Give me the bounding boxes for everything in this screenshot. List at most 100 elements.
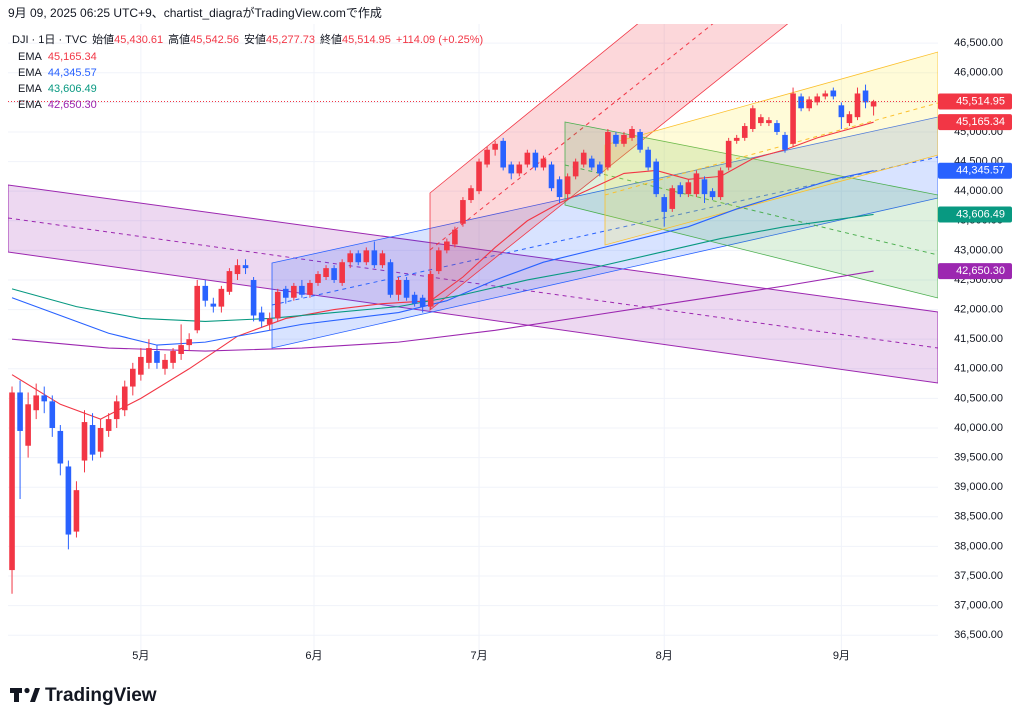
candle-body [846,114,853,124]
ema-badge: 45,165.34 [956,116,1005,128]
candle-body [621,134,627,144]
candle-body [226,271,233,292]
candle-body [484,149,490,165]
candle-body [379,253,386,266]
candle-body [613,134,619,144]
y-tick-label: 40,000.00 [954,422,1003,434]
candle-body [154,351,160,363]
header: 9月 09, 2025 06:25 UTC+9、chartist_diagraが… [8,5,382,20]
labels: 36,500.00 37,000.00 37,500.00 38,000.00 38,5… [12,32,1012,662]
y-tick-label: 40,500.00 [954,392,1003,404]
x-tick-label: 7月 [470,650,487,662]
candle-body [323,268,329,278]
legend-field-value: 45,430.61 [114,34,163,46]
candle-body [371,250,378,266]
candle-body [540,158,547,168]
candle-body [605,131,611,168]
legend-ema: EMA 45,165.34 [18,51,97,63]
legend-ema-value: 43,606.49 [48,83,97,95]
candle-body [830,90,837,97]
candle-body [580,152,587,165]
candle-body [854,93,861,118]
candle-body [750,108,756,130]
candle-body [258,312,265,322]
candle-body [97,427,104,452]
legend-ema: EMA 44,345.57 [18,67,97,79]
candle-body [331,268,337,280]
legend-field-label: 始値 [92,32,114,46]
x-tick-label: 6月 [305,650,322,662]
candle-body [444,241,450,251]
candle-body [210,303,217,307]
candle-body [427,274,434,307]
candle-body [419,297,426,307]
ema-badge-bg [938,114,1012,131]
candle-body [758,117,764,124]
last-price-badge: 45,514.95 [956,95,1005,107]
candle-body [202,285,209,301]
y-tick-label: 36,500.00 [954,629,1003,641]
legend-ema-name: EMA [18,67,43,79]
ema-badge: 43,606.49 [956,208,1005,220]
candle-body [693,173,700,195]
candle-body [41,395,48,402]
candle-body [282,288,289,298]
candle-body [130,368,136,387]
candle-body [9,392,15,571]
candle-body [57,430,64,464]
logo-part [24,687,30,694]
candle-body [500,140,506,168]
candle-body [645,149,651,168]
candle-body [741,126,748,138]
candle-body [347,253,354,263]
y-tick-label: 46,000.00 [954,67,1003,79]
candle-body [532,152,539,168]
legend-change: +114.09 (+0.25%) [396,34,483,46]
candle-body [25,404,31,446]
candle-body [250,279,257,316]
candle-body [242,265,249,269]
candle-body [234,265,241,275]
legend-field-label: 安値 [244,32,266,46]
candle-body [65,466,72,535]
candle-body [653,161,659,195]
candle-body [564,176,571,195]
candle-body [105,419,112,431]
drawings [8,24,938,384]
candle-body [774,123,780,132]
candle-body [669,188,676,209]
candle-body [452,229,458,245]
last-price-badge-bg [938,93,1012,110]
x-tick-label: 9月 [833,650,850,662]
series [8,84,938,594]
y-tick-label: 41,500.00 [954,333,1003,345]
x-tick-label: 8月 [656,650,673,662]
candle-body [291,285,297,298]
legend-ema: EMA 42,650.30 [18,99,97,111]
candle-body [355,253,362,263]
candle-body [73,490,80,532]
candle-body [870,101,877,107]
candle-body [725,140,732,168]
candle-body [33,395,39,411]
candle-body [709,191,716,198]
ema-badge-bg [938,263,1012,280]
candle-body [89,425,96,455]
candle-body [733,137,740,141]
candle-body [162,359,168,369]
grid [8,24,938,650]
y-tick-label: 37,500.00 [954,570,1003,582]
legend-ohlc: DJI · 1日 · TVC 始値45,430.61 高値45,542.56 安値45… [12,32,483,46]
candle-body [637,131,643,150]
candle-body [677,185,684,195]
ema-line [11,121,874,420]
candle-body [798,96,804,109]
brand-name: TradingView [45,685,157,706]
legend-field-value: 45,277.73 [266,34,315,46]
candle-body [315,274,321,283]
ema-badge: 42,650.30 [956,265,1005,277]
legend-field-label: 終値 [320,32,342,46]
candle-body [178,345,184,354]
candle-body [266,318,273,325]
